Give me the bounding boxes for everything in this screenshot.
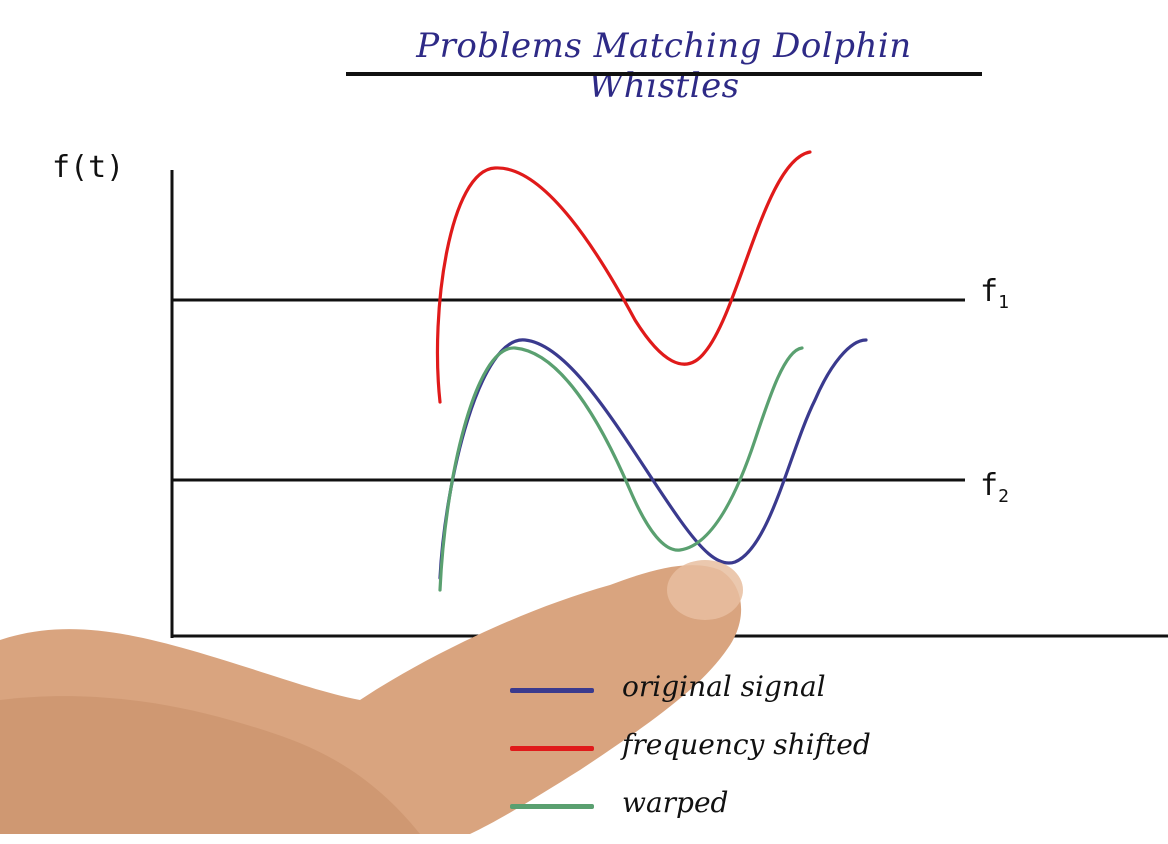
frequency-shifted-curve	[435, 150, 812, 404]
y-axis-label: f(t)	[52, 150, 125, 185]
original-signal-curve	[438, 338, 868, 580]
title-underline	[346, 72, 982, 76]
f1-label-base: f	[980, 274, 999, 309]
pointing-hand	[0, 560, 743, 834]
warped-curve	[438, 346, 804, 592]
legend-swatch-frequency-shifted	[510, 746, 594, 751]
f2-label: f2	[980, 468, 1009, 507]
f2-label-subscript: 2	[998, 486, 1009, 507]
legend-swatch-original-signal	[510, 688, 594, 693]
legend-label-original-signal: original signal	[622, 670, 826, 703]
legend-label-frequency-shifted: frequency shifted	[622, 728, 871, 761]
legend-label-warped: warped	[622, 786, 729, 819]
f2-label-base: f	[980, 468, 999, 503]
f1-label-subscript: 1	[998, 292, 1009, 313]
f1-label: f1	[980, 274, 1009, 313]
legend-swatch-warped	[510, 804, 594, 809]
